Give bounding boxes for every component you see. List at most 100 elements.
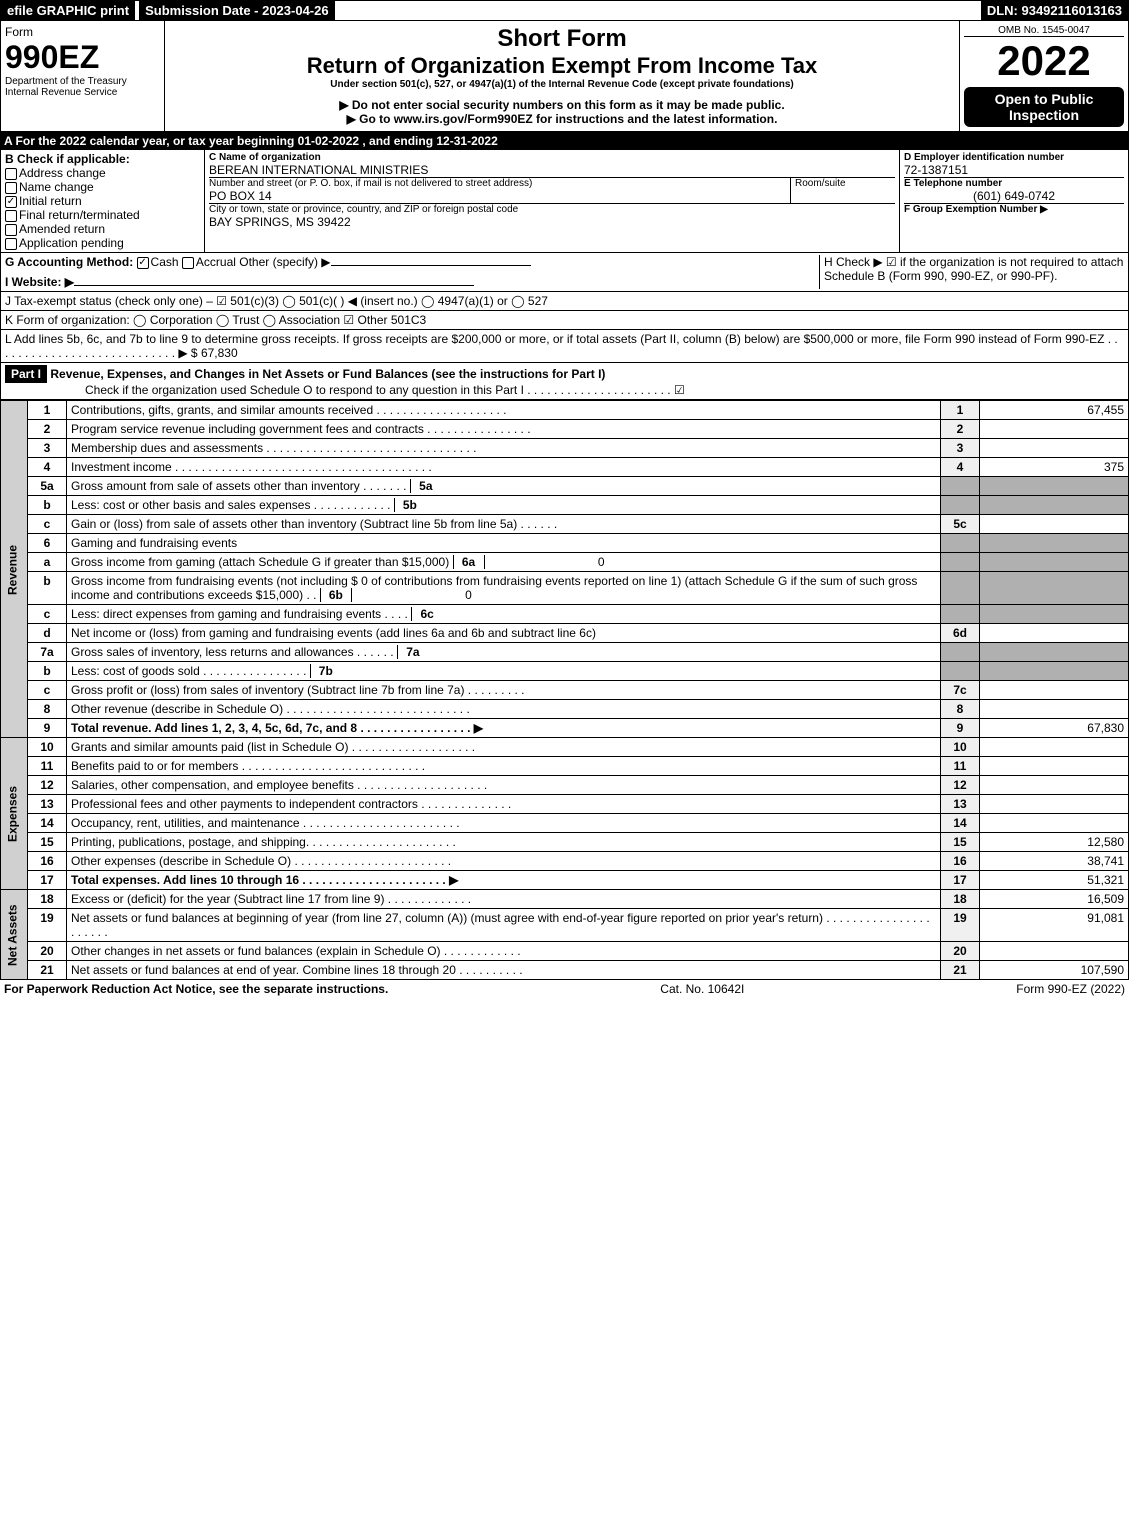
short-form-title: Short Form — [169, 25, 955, 53]
g-label: G Accounting Method: — [5, 255, 133, 269]
h-box: H Check ▶ ☑ if the organization is not r… — [819, 255, 1124, 289]
netassets-rotate: Net Assets — [1, 890, 28, 980]
line5b: Less: cost or other basis and sales expe… — [67, 496, 941, 515]
part1-title: Revenue, Expenses, and Changes in Net As… — [50, 367, 605, 381]
line-k: K Form of organization: ◯ Corporation ◯ … — [0, 311, 1129, 330]
expenses-rotate: Expenses — [1, 738, 28, 890]
line2-amt — [980, 420, 1129, 439]
chk-amended[interactable]: Amended return — [5, 222, 200, 236]
footer-left: For Paperwork Reduction Act Notice, see … — [4, 982, 388, 996]
line6c: Less: direct expenses from gaming and fu… — [67, 605, 941, 624]
ssn-warning: ▶ Do not enter social security numbers o… — [169, 98, 955, 112]
line3-desc: Membership dues and assessments . . . . … — [67, 439, 941, 458]
line7b: Less: cost of goods sold . . . . . . . .… — [67, 662, 941, 681]
d-label: D Employer identification number — [904, 152, 1124, 163]
b-label: B Check if applicable: — [5, 152, 200, 166]
street-label: Number and street (or P. O. box, if mail… — [209, 178, 790, 189]
i-label: I Website: ▶ — [5, 275, 74, 289]
tax-year: 2022 — [964, 37, 1124, 85]
line9-amt: 67,830 — [980, 719, 1129, 738]
chk-name[interactable]: Name change — [5, 180, 200, 194]
submission-date: Submission Date - 2023-04-26 — [139, 1, 335, 20]
chk-accrual[interactable] — [182, 257, 194, 269]
chk-pending[interactable]: Application pending — [5, 236, 200, 250]
line17-desc: Total expenses. Add lines 10 through 16 … — [67, 871, 941, 890]
entity-block: B Check if applicable: Address change Na… — [0, 150, 1129, 253]
line-g-h: G Accounting Method: Cash Accrual Other … — [0, 253, 1129, 292]
subtitle: Under section 501(c), 527, or 4947(a)(1)… — [169, 79, 955, 90]
line21-desc: Net assets or fund balances at end of ye… — [67, 961, 941, 980]
city-label: City or town, state or province, country… — [209, 204, 895, 215]
line-a: A For the 2022 calendar year, or tax yea… — [0, 132, 1129, 150]
line7c-amt — [980, 681, 1129, 700]
line15-amt: 12,580 — [980, 833, 1129, 852]
line15-desc: Printing, publications, postage, and shi… — [67, 833, 941, 852]
part1-label: Part I — [5, 365, 47, 383]
line20-desc: Other changes in net assets or fund bala… — [67, 942, 941, 961]
line7a: Gross sales of inventory, less returns a… — [67, 643, 941, 662]
form-number: 990EZ — [5, 39, 160, 76]
ein: 72-1387151 — [904, 163, 1124, 178]
line14-amt — [980, 814, 1129, 833]
line6a: Gross income from gaming (attach Schedul… — [67, 553, 941, 572]
header-left: Form 990EZ Department of the Treasury In… — [1, 21, 165, 131]
form-label: Form — [5, 25, 160, 39]
header-right: OMB No. 1545-0047 2022 Open to Public In… — [959, 21, 1128, 131]
page-footer: For Paperwork Reduction Act Notice, see … — [0, 980, 1129, 998]
line16-amt: 38,741 — [980, 852, 1129, 871]
line19-desc: Net assets or fund balances at beginning… — [67, 909, 941, 942]
footer-center: Cat. No. 10642I — [660, 982, 744, 996]
line20-amt — [980, 942, 1129, 961]
col-c: C Name of organization BEREAN INTERNATIO… — [205, 150, 899, 252]
line3-amt — [980, 439, 1129, 458]
efile-button[interactable]: efile GRAPHIC print — [1, 1, 135, 20]
line7c-desc: Gross profit or (loss) from sales of inv… — [67, 681, 941, 700]
line9-desc: Total revenue. Add lines 1, 2, 3, 4, 5c,… — [67, 719, 941, 738]
col-d: D Employer identification number 72-1387… — [899, 150, 1128, 252]
line6d-amt — [980, 624, 1129, 643]
form-header: Form 990EZ Department of the Treasury In… — [0, 21, 1129, 132]
line8-amt — [980, 700, 1129, 719]
line6b: Gross income from fundraising events (no… — [67, 572, 941, 605]
line10-amt — [980, 738, 1129, 757]
return-title: Return of Organization Exempt From Incom… — [169, 53, 955, 79]
header-center: Short Form Return of Organization Exempt… — [165, 21, 959, 131]
line12-desc: Salaries, other compensation, and employ… — [67, 776, 941, 795]
chk-final[interactable]: Final return/terminated — [5, 208, 200, 222]
col-b: B Check if applicable: Address change Na… — [1, 150, 205, 252]
dept-label: Department of the Treasury Internal Reve… — [5, 76, 160, 98]
line10-desc: Grants and similar amounts paid (list in… — [67, 738, 941, 757]
line1-desc: Contributions, gifts, grants, and simila… — [67, 401, 941, 420]
goto-link[interactable]: ▶ Go to www.irs.gov/Form990EZ for instru… — [169, 112, 955, 126]
chk-initial-label: Initial return — [19, 194, 82, 208]
omb-number: OMB No. 1545-0047 — [964, 25, 1124, 37]
chk-initial[interactable]: Initial return — [5, 194, 200, 208]
g-cash: Cash — [151, 255, 179, 269]
chk-pending-label: Application pending — [19, 236, 124, 250]
chk-cash[interactable] — [137, 257, 149, 269]
room-label: Room/suite — [795, 178, 895, 189]
revenue-rotate: Revenue — [1, 401, 28, 738]
line21-amt: 107,590 — [980, 961, 1129, 980]
chk-name-label: Name change — [19, 180, 94, 194]
street: PO BOX 14 — [209, 189, 790, 203]
line6d-desc: Net income or (loss) from gaming and fun… — [67, 624, 941, 643]
f-label: F Group Exemption Number ▶ — [904, 204, 1124, 215]
footer-right: Form 990-EZ (2022) — [1016, 982, 1125, 996]
line16-desc: Other expenses (describe in Schedule O) … — [67, 852, 941, 871]
chk-address[interactable]: Address change — [5, 166, 200, 180]
line13-desc: Professional fees and other payments to … — [67, 795, 941, 814]
line1-label: 1 — [941, 401, 980, 420]
c-name-label: C Name of organization — [209, 152, 895, 163]
line1-amt: 67,455 — [980, 401, 1129, 420]
line12-amt — [980, 776, 1129, 795]
e-label: E Telephone number — [904, 178, 1124, 189]
top-bar-left: efile GRAPHIC print Submission Date - 20… — [1, 1, 335, 20]
line19-amt: 91,081 — [980, 909, 1129, 942]
line18-desc: Excess or (deficit) for the year (Subtra… — [67, 890, 941, 909]
line13-amt — [980, 795, 1129, 814]
phone: (601) 649-0742 — [904, 189, 1124, 204]
line5c-desc: Gain or (loss) from sale of assets other… — [67, 515, 941, 534]
chk-final-label: Final return/terminated — [19, 208, 140, 222]
line5a: Gross amount from sale of assets other t… — [67, 477, 941, 496]
